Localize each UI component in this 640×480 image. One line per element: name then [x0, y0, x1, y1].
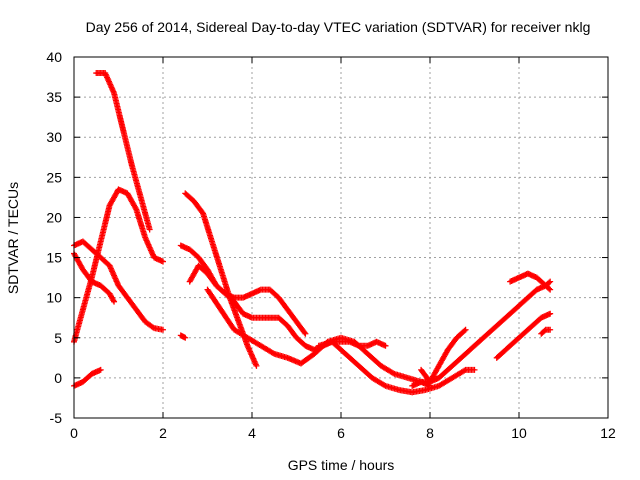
data-point-marker — [461, 367, 468, 374]
chart-title: Day 256 of 2014, Sidereal Day-to-day VTE… — [86, 19, 591, 35]
data-point-marker — [182, 334, 189, 341]
data-point-marker — [546, 285, 553, 292]
data-point-marker — [547, 326, 554, 333]
data-point-marker — [302, 330, 309, 337]
data-point-marker — [111, 298, 118, 305]
y-tick-label: 25 — [46, 169, 62, 185]
x-axis-tick-labels: 0 2 4 6 8 10 12 — [70, 425, 616, 441]
x-tick-label: 6 — [337, 425, 345, 441]
data-point-marker — [547, 278, 554, 285]
y-tick-label: 0 — [54, 370, 62, 386]
series-arc-13 — [409, 278, 554, 389]
series-arc-2 — [71, 250, 118, 305]
x-tick-label: 12 — [600, 425, 616, 441]
x-tick-label: 2 — [159, 425, 167, 441]
series-arc-16 — [538, 326, 554, 337]
data-point-marker — [132, 205, 139, 212]
data-point-marker — [381, 382, 388, 389]
y-tick-label: 35 — [46, 89, 62, 105]
y-axis-tick-labels: -5 0 5 10 15 20 25 30 35 40 — [46, 49, 62, 426]
data-point-marker — [149, 324, 156, 331]
y-tick-label: 5 — [54, 330, 62, 346]
data-series — [71, 70, 554, 396]
x-tick-label: 10 — [511, 425, 527, 441]
data-point-marker — [547, 286, 554, 293]
axis-ticks — [73, 56, 609, 419]
series-arc-10 — [204, 286, 433, 389]
series-arc-4 — [71, 186, 166, 345]
x-tick-label: 4 — [248, 425, 256, 441]
series-arc-14 — [493, 310, 554, 361]
data-point-marker — [160, 326, 166, 333]
x-tick-label: 8 — [426, 425, 434, 441]
series-arc-5 — [93, 70, 153, 233]
x-axis-title: GPS time / hours — [288, 457, 395, 473]
data-point-marker — [547, 310, 554, 317]
series-arc-11 — [315, 338, 478, 396]
series-arc-12 — [418, 326, 469, 385]
y-tick-label: 40 — [46, 49, 62, 65]
y-tick-label: 20 — [46, 209, 62, 225]
data-point-marker — [546, 279, 553, 286]
data-point-marker — [382, 342, 389, 349]
data-point-marker — [301, 329, 308, 336]
series-arc-15 — [507, 270, 554, 293]
y-axis-title: SDTVAR / TECUs — [5, 182, 21, 294]
data-point-marker — [253, 362, 260, 369]
data-point-marker — [471, 366, 478, 373]
series-arc-3 — [71, 238, 166, 333]
y-tick-label: -5 — [50, 410, 63, 426]
data-point-marker — [110, 297, 117, 304]
series-arc-7 — [177, 242, 309, 337]
y-tick-label: 10 — [46, 290, 62, 306]
data-point-marker — [269, 350, 276, 357]
y-tick-label: 30 — [46, 129, 62, 145]
data-point-marker — [462, 326, 469, 333]
x-tick-label: 0 — [70, 425, 78, 441]
series-arc-6 — [177, 332, 189, 341]
y-tick-label: 15 — [46, 250, 62, 266]
series-arc-1 — [71, 366, 104, 389]
data-point-marker — [461, 327, 468, 334]
data-point-marker — [146, 226, 153, 233]
data-point-marker — [160, 258, 166, 265]
grid — [74, 57, 608, 418]
data-point-marker — [97, 366, 104, 373]
data-point-marker — [390, 370, 397, 377]
